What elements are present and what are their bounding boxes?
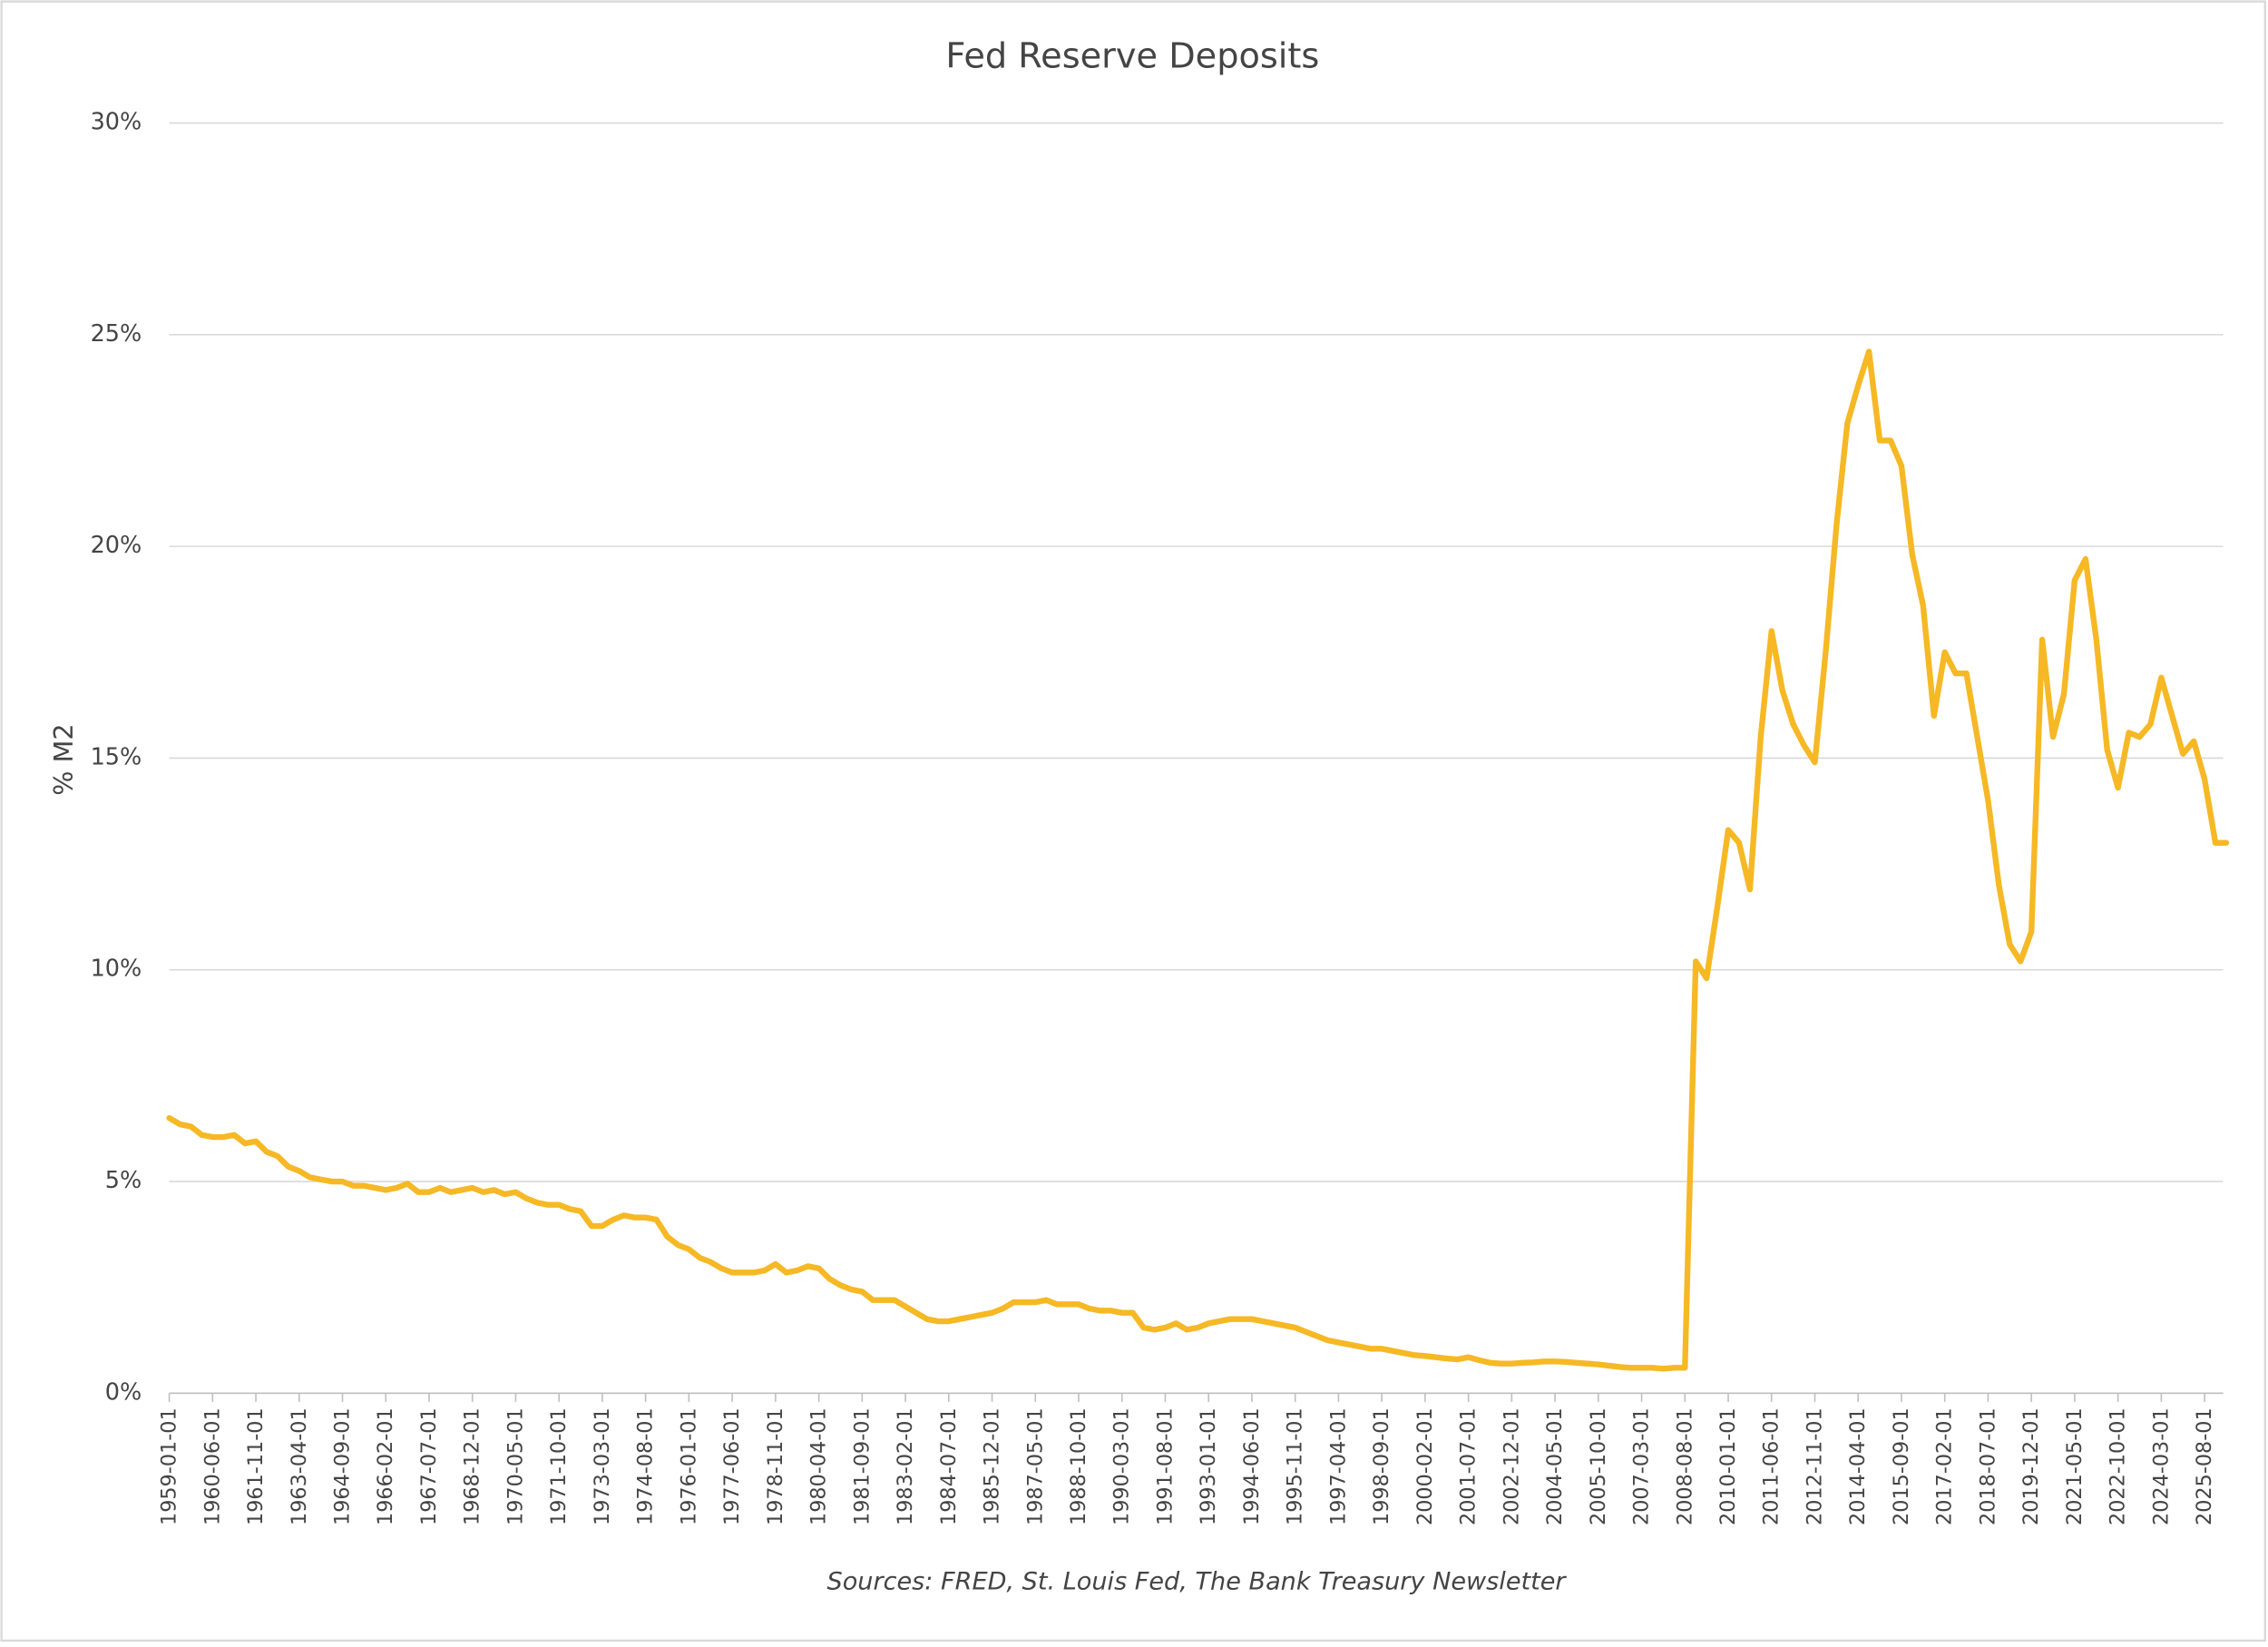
x-tick-label: 1963-04-01 bbox=[288, 1407, 311, 1525]
y-tick-label: 15% bbox=[91, 743, 142, 770]
x-tick-label: 1968-12-01 bbox=[461, 1407, 484, 1525]
x-tick-label: 2025-08-01 bbox=[2193, 1407, 2216, 1525]
x-tick-label: 1997-04-01 bbox=[1326, 1407, 1350, 1525]
x-tick-label: 2017-02-01 bbox=[1933, 1407, 1957, 1525]
x-tick-label: 2000-02-01 bbox=[1413, 1407, 1437, 1525]
x-tick-label: 2011-06-01 bbox=[1760, 1407, 1784, 1525]
x-tick-label: 1991-08-01 bbox=[1153, 1407, 1177, 1525]
x-tick-label: 2008-08-01 bbox=[1673, 1407, 1696, 1525]
x-tick-label: 1995-11-01 bbox=[1284, 1407, 1307, 1525]
x-tick-label: 1984-07-01 bbox=[937, 1407, 961, 1525]
x-tick-label: 1987-05-01 bbox=[1023, 1407, 1047, 1525]
x-tick-label: 1964-09-01 bbox=[331, 1407, 355, 1525]
x-tick-label: 2002-12-01 bbox=[1500, 1407, 1523, 1525]
chart-title: Fed Reserve Deposits bbox=[945, 35, 1319, 76]
x-tick-label: 2014-04-01 bbox=[1846, 1407, 1870, 1525]
x-tick-label: 1998-09-01 bbox=[1370, 1407, 1393, 1525]
x-tick-label: 1973-03-01 bbox=[591, 1407, 614, 1525]
x-tick-label: 1976-01-01 bbox=[677, 1407, 700, 1525]
y-tick-label: 20% bbox=[91, 532, 142, 559]
y-tick-label: 5% bbox=[105, 1167, 142, 1194]
x-tick-label: 1966-02-01 bbox=[374, 1407, 397, 1525]
x-tick-label: 2022-10-01 bbox=[2107, 1407, 2130, 1525]
x-tick-label: 1974-08-01 bbox=[634, 1407, 658, 1525]
x-tick-label: 1977-06-01 bbox=[720, 1407, 744, 1525]
x-tick-label: 1970-05-01 bbox=[503, 1407, 527, 1525]
x-tick-label: 1983-02-01 bbox=[894, 1407, 917, 1525]
x-tick-label: 1988-10-01 bbox=[1067, 1407, 1090, 1525]
x-tick-label: 2012-11-01 bbox=[1803, 1407, 1826, 1525]
x-tick-label: 1993-01-01 bbox=[1197, 1407, 1220, 1525]
y-tick-label: 25% bbox=[91, 320, 142, 348]
data-line bbox=[166, 348, 2230, 1372]
source-note: Sources: FRED, St. Louis Fed, The Bank T… bbox=[827, 1568, 1568, 1596]
x-tick-label: 1961-11-01 bbox=[244, 1407, 268, 1525]
x-tick-label: 2010-01-01 bbox=[1716, 1407, 1740, 1525]
x-tick-label: 1985-12-01 bbox=[981, 1407, 1004, 1525]
x-tick-label: 1960-06-01 bbox=[200, 1407, 224, 1525]
y-tick-label: 10% bbox=[91, 956, 142, 983]
y-tick-label: 30% bbox=[91, 109, 142, 136]
x-tick-label: 2021-05-01 bbox=[2063, 1407, 2087, 1525]
x-tick-label: 2015-09-01 bbox=[1890, 1407, 1913, 1525]
x-tick-label: 1959-01-01 bbox=[158, 1407, 181, 1525]
x-tick-label: 1980-04-01 bbox=[807, 1407, 831, 1525]
x-tick-label: 2001-07-01 bbox=[1457, 1407, 1481, 1525]
x-tick-label: 1990-03-01 bbox=[1110, 1407, 1134, 1525]
x-tick-label: 1994-06-01 bbox=[1240, 1407, 1264, 1525]
x-tick-label: 1981-09-01 bbox=[850, 1407, 874, 1525]
x-tick-label: 2024-03-01 bbox=[2149, 1407, 2173, 1525]
x-tick-label: 2019-12-01 bbox=[2019, 1407, 2043, 1525]
x-tick-label: 2018-07-01 bbox=[1976, 1407, 1999, 1525]
x-tick-label: 2007-03-01 bbox=[1630, 1407, 1654, 1525]
x-tick-label: 2004-05-01 bbox=[1543, 1407, 1567, 1525]
x-tick-label: 1978-11-01 bbox=[764, 1407, 787, 1525]
y-axis-label: % M2 bbox=[48, 723, 79, 795]
x-tick-label: 2005-10-01 bbox=[1587, 1407, 1610, 1525]
x-tick-label: 1971-10-01 bbox=[547, 1407, 571, 1525]
y-tick-label: 0% bbox=[105, 1378, 142, 1406]
x-tick-label: 1967-07-01 bbox=[417, 1407, 441, 1525]
